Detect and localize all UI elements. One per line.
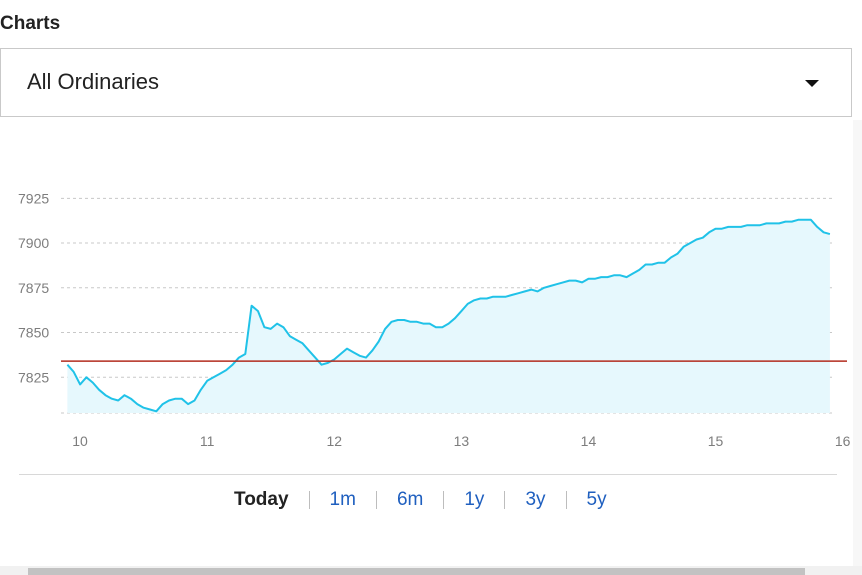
series-area-fill xyxy=(67,219,830,413)
x-tick-label: 12 xyxy=(326,433,342,449)
x-tick-label: 10 xyxy=(72,433,88,449)
time-range-tabs: Today 1m 6m 1y 3y 5y xyxy=(234,486,607,514)
range-separator xyxy=(565,491,567,509)
x-tick-label: 15 xyxy=(708,433,724,449)
price-chart: 7825 7850 7875 7900 7925 10 11 12 13 14 15 16 xyxy=(18,190,851,449)
range-tab-3y[interactable]: 3y xyxy=(525,486,545,514)
range-tab-6m[interactable]: 6m xyxy=(397,486,423,514)
caret-down-icon[interactable] xyxy=(805,80,819,87)
dropdown-selected-value: All Ordinaries xyxy=(27,69,160,94)
series-line xyxy=(66,218,831,413)
chart-divider xyxy=(19,474,837,475)
range-tab-1y[interactable]: 1y xyxy=(464,486,484,514)
x-tick-label: 14 xyxy=(581,433,597,449)
x-tick-label: 13 xyxy=(454,433,470,449)
section-title: Charts xyxy=(0,13,61,34)
range-tab-5y[interactable]: 5y xyxy=(587,486,607,514)
y-tick-label: 7925 xyxy=(18,190,49,206)
range-separator xyxy=(375,491,377,509)
y-tick-label: 7900 xyxy=(18,235,49,251)
range-separator xyxy=(504,491,506,509)
range-separator xyxy=(443,491,445,509)
y-tick-label: 7825 xyxy=(18,369,49,385)
range-tab-1m[interactable]: 1m xyxy=(330,486,356,514)
x-tick-label: 11 xyxy=(200,433,215,449)
y-tick-label: 7875 xyxy=(18,280,49,296)
panel-edge xyxy=(853,120,862,575)
index-dropdown[interactable]: All Ordinaries xyxy=(0,48,852,117)
scrollbar-thumb[interactable] xyxy=(28,568,805,575)
y-tick-label: 7850 xyxy=(18,325,49,341)
range-separator xyxy=(308,491,310,509)
x-tick-label: 16 xyxy=(835,433,851,449)
range-tab-today[interactable]: Today xyxy=(234,486,289,514)
